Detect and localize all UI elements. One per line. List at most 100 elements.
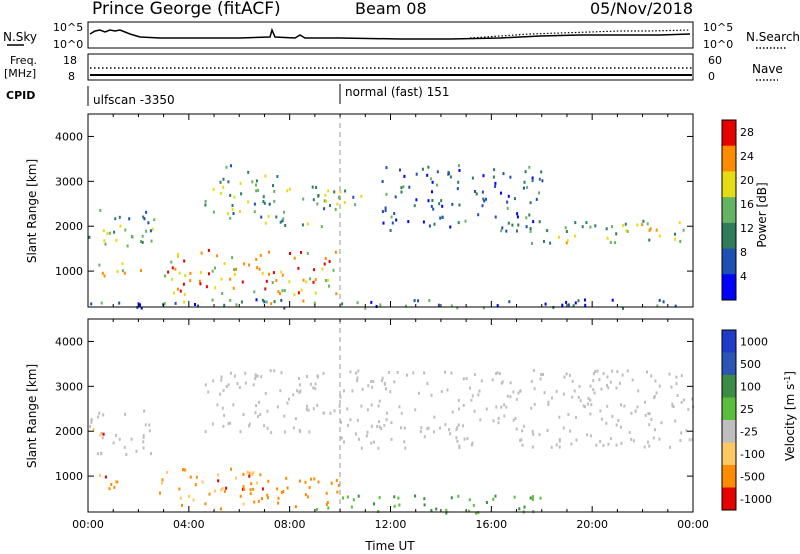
velocity-cell — [256, 374, 259, 378]
velocity-cell — [192, 498, 195, 502]
power-cell — [589, 225, 592, 229]
velocity-cell — [183, 468, 186, 472]
power-cell — [143, 217, 146, 221]
velocity-cell — [593, 391, 596, 395]
power-cell — [103, 239, 106, 243]
power-cell — [336, 202, 339, 206]
power-cell — [379, 303, 382, 307]
power-cell — [674, 304, 677, 308]
velocity-cell — [660, 421, 663, 425]
velocity-cell — [543, 391, 546, 395]
power-cell — [516, 215, 519, 219]
power-cell — [441, 215, 444, 219]
power-cell — [261, 271, 264, 275]
velocity-cell — [316, 403, 319, 407]
power-cell — [248, 263, 251, 267]
power-cell — [422, 220, 425, 224]
power-cell — [471, 176, 474, 180]
velocity-cell — [538, 433, 541, 437]
power-cell — [226, 212, 229, 216]
power-cell — [233, 195, 236, 199]
velocity-cell — [634, 409, 637, 413]
velocity-cell — [217, 479, 220, 483]
power-cell — [328, 260, 331, 263]
power-cell — [273, 300, 276, 304]
power-cell — [211, 269, 214, 273]
velocity-cell — [617, 419, 620, 422]
velocity-cell — [252, 383, 255, 387]
power-cell — [529, 227, 532, 230]
velocity-cell — [360, 404, 363, 408]
power-cell — [523, 180, 526, 184]
velocity-cell — [333, 409, 336, 413]
velocity-cell — [584, 405, 586, 409]
x-tick-label: 20:00 — [576, 518, 608, 531]
velocity-cell — [414, 408, 417, 412]
velocity-cell — [182, 468, 184, 472]
velocity-cell — [366, 430, 369, 434]
power-cell — [255, 258, 258, 261]
velocity-cell — [652, 436, 655, 440]
power-cell — [648, 238, 651, 242]
power-cell — [267, 214, 270, 218]
power-cell — [240, 192, 243, 196]
power-cell — [239, 209, 241, 213]
power-cell — [302, 197, 305, 201]
power-cell — [174, 267, 177, 271]
velocity-cell — [671, 402, 674, 406]
power-cell — [261, 298, 264, 302]
velocity-cell — [497, 421, 500, 425]
power-cbar-label: Power [dB] — [755, 182, 769, 247]
velocity-cell — [166, 470, 169, 474]
velocity-cell — [420, 426, 423, 430]
power-cell — [312, 280, 315, 284]
colorbar-swatch — [722, 197, 736, 224]
power-cell — [611, 298, 614, 302]
velocity-cell — [330, 481, 333, 485]
velocity-cell — [269, 369, 272, 373]
colorbar-swatch — [722, 330, 736, 353]
power-cell — [118, 215, 121, 219]
power-cell — [674, 232, 676, 236]
velocity-cell — [606, 375, 609, 379]
velocity-cell — [360, 446, 363, 450]
velocity-cell — [314, 387, 317, 391]
power-cell — [594, 224, 597, 228]
power-cell — [456, 306, 459, 310]
velocity-cell — [254, 411, 257, 415]
power-cell — [505, 229, 508, 233]
velocity-cell — [270, 431, 273, 435]
velocity-cell — [533, 387, 536, 391]
velocity-cell — [99, 433, 102, 437]
velocity-cell — [532, 432, 535, 436]
power-cell — [482, 174, 485, 178]
power-cell — [106, 232, 109, 236]
velocity-cell — [298, 377, 300, 380]
velocity-cell — [125, 453, 128, 456]
power-cell — [431, 190, 433, 194]
cpid-strip: CPID ulfscan -3350 normal (fast) 151 — [6, 84, 449, 107]
power-cell — [223, 262, 226, 266]
velocity-cell — [336, 490, 339, 494]
velocity-cell — [515, 427, 518, 431]
colorbar-tick-label: 25 — [740, 403, 754, 416]
power-cell — [557, 235, 560, 239]
power-cell — [264, 221, 267, 225]
velocity-cell — [306, 404, 309, 408]
velocity-cell — [142, 436, 145, 439]
power-cell — [352, 195, 355, 199]
power-cell — [385, 166, 388, 170]
velocity-cell — [142, 440, 145, 444]
power-cell — [475, 192, 478, 196]
power-cell — [306, 222, 309, 226]
velocity-cell — [370, 403, 373, 407]
velocity-cell — [204, 383, 207, 387]
power-cell — [265, 300, 268, 304]
power-cell — [525, 225, 528, 229]
velocity-cell — [590, 403, 593, 407]
velocity-cell — [674, 419, 677, 423]
power-cell — [268, 250, 270, 254]
power-cell — [283, 210, 285, 214]
y-tick-label: 2000 — [55, 220, 83, 233]
power-cell — [123, 271, 126, 275]
